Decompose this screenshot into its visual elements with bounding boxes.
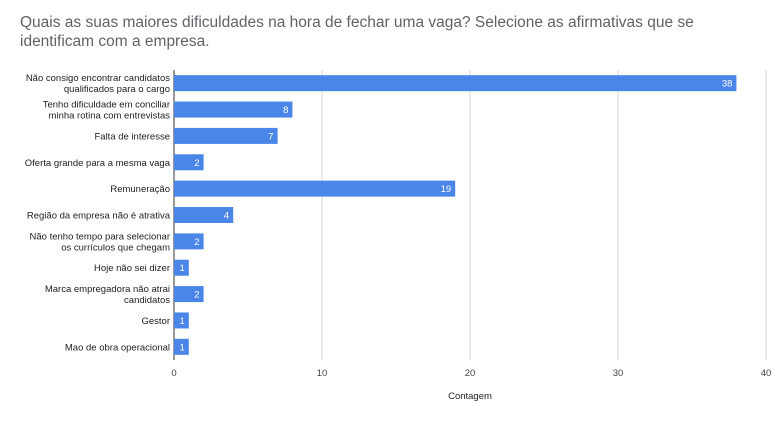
x-axis-ticks: 0 10 20 30 40 [171,368,771,379]
bars: 38 8 7 2 19 4 2 1 2 1 1 [174,75,737,355]
data-label: 8 [283,105,288,116]
category-label: Remuneração [110,184,170,195]
category-labels: Não consigo encontrar candidatos qualific… [25,73,171,353]
data-label: 38 [722,79,733,90]
data-label: 1 [180,342,185,353]
bar [174,207,234,223]
data-label: 4 [224,211,229,222]
data-label: 1 [180,316,185,327]
bar [174,75,737,92]
data-label: 7 [268,131,273,142]
bar [174,259,189,276]
category-label: Oferta grande para a mesma vaga [25,158,171,169]
x-axis-title: Contagem [448,391,492,402]
category-label: Gestor [141,316,170,327]
x-tick-label: 0 [171,368,176,379]
category-label: Mao de obra operacional [65,342,170,353]
x-tick-label: 40 [761,368,772,379]
bar [174,338,189,355]
data-label: 19 [441,184,452,195]
category-label: Falta de interesse [94,131,170,142]
category-label: Hoje não sei dizer [94,263,170,274]
x-tick-label: 20 [465,368,476,379]
category-label: Marca empregadora não atrai candidatos [45,284,170,306]
data-label: 2 [194,290,199,301]
data-label: 2 [194,237,199,248]
category-label: Tenho dificuldade em conciliar minha roti… [43,100,171,122]
x-tick-label: 30 [613,368,624,379]
data-label: 1 [180,263,185,274]
category-label: Não tenho tempo para selecionar os curríc… [30,231,171,253]
bar [174,180,456,197]
bar [174,286,204,303]
x-tick-label: 10 [317,368,328,379]
bar [174,233,204,250]
category-label: Não consigo encontrar candidatos qualific… [26,73,170,95]
data-label: 2 [194,158,199,169]
bar [174,127,278,144]
bar [174,312,189,329]
chart-title: Quais as suas maiores dificuldades na ho… [20,14,694,50]
category-label: Região da empresa não é atrativa [27,211,171,222]
bar [174,101,293,118]
bar [174,154,204,171]
